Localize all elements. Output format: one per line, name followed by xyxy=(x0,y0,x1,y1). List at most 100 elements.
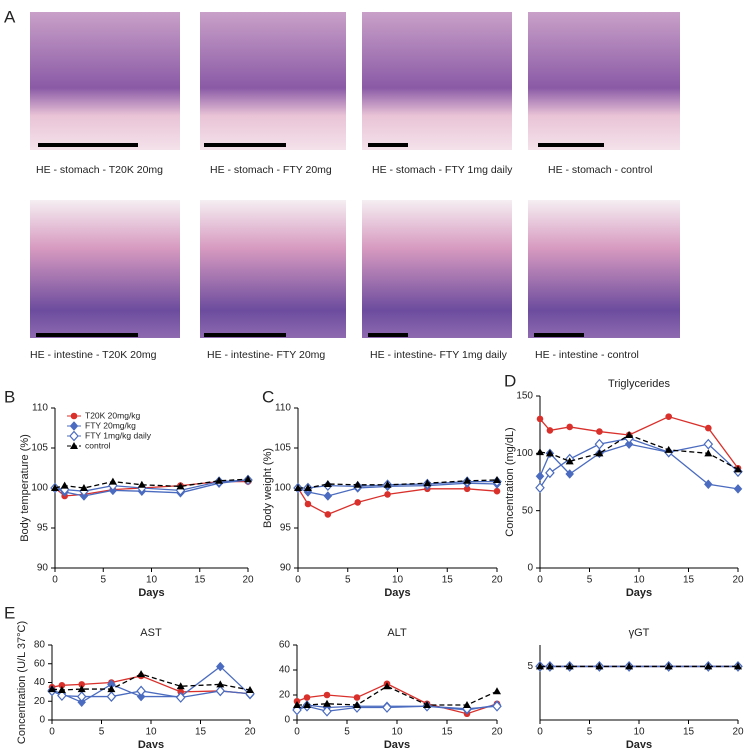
series-line xyxy=(51,673,251,691)
y-tick-label: 50 xyxy=(522,505,534,516)
data-point xyxy=(79,484,88,491)
data-point xyxy=(323,480,332,487)
data-point xyxy=(303,484,312,491)
x-axis-label: Days xyxy=(138,587,164,599)
data-point xyxy=(545,467,555,479)
y-tick-label: 105 xyxy=(274,443,291,454)
series-line xyxy=(539,443,739,490)
histology-image xyxy=(362,12,512,150)
data-point xyxy=(323,699,331,707)
data-point xyxy=(107,685,116,693)
x-tick-label: 15 xyxy=(441,727,453,738)
data-point xyxy=(565,469,575,479)
data-point xyxy=(703,438,714,450)
panel-label: D xyxy=(504,371,516,390)
x-axis-label: Days xyxy=(626,739,652,748)
scale-bar xyxy=(38,143,138,147)
x-tick-label: 10 xyxy=(633,727,645,738)
data-point xyxy=(536,662,544,670)
data-point xyxy=(106,691,117,702)
caption: HE - stomach - T20K 20mg xyxy=(36,164,163,176)
data-point xyxy=(176,682,185,690)
series-line xyxy=(297,685,498,706)
data-point xyxy=(293,701,301,708)
legend-label: FTY 1mg/kg daily xyxy=(85,430,152,440)
scale-bar xyxy=(36,333,138,337)
data-point xyxy=(78,681,85,688)
data-point xyxy=(535,471,545,482)
data-point xyxy=(175,692,186,703)
scale-bar xyxy=(204,333,286,337)
series-line xyxy=(296,683,498,715)
data-point xyxy=(492,700,502,712)
data-point xyxy=(463,485,471,493)
data-point xyxy=(536,448,544,456)
data-point xyxy=(322,705,332,717)
data-point xyxy=(703,479,713,490)
data-point xyxy=(136,691,146,702)
data-point xyxy=(733,484,743,494)
x-tick-label: 15 xyxy=(683,727,695,738)
data-point xyxy=(215,476,224,484)
data-point xyxy=(463,701,471,708)
data-point xyxy=(323,491,333,501)
data-point xyxy=(244,475,252,483)
x-tick-label: 10 xyxy=(392,575,404,586)
data-point xyxy=(665,413,672,420)
y-axis-label: Body temperature (%) xyxy=(19,434,31,542)
scale-bar xyxy=(368,333,408,337)
caption: HE - intestine- FTY 20mg xyxy=(207,349,325,361)
data-point xyxy=(77,697,87,708)
x-tick-label: 15 xyxy=(442,575,454,586)
x-tick-label: 5 xyxy=(100,575,106,586)
caption: HE - stomach - FTY 1mg daily xyxy=(372,164,513,176)
data-point xyxy=(423,701,431,708)
x-tick-label: 5 xyxy=(344,727,350,738)
y-tick-label: 95 xyxy=(37,523,49,534)
x-tick-label: 0 xyxy=(52,575,58,586)
x-tick-label: 20 xyxy=(732,575,744,586)
x-tick-label: 5 xyxy=(345,575,351,586)
data-point xyxy=(77,685,86,693)
data-point xyxy=(57,686,66,693)
x-tick-label: 0 xyxy=(295,575,301,586)
caption: HE - intestine - control xyxy=(535,349,639,361)
y-tick-label: 0 xyxy=(39,715,45,726)
chart-title: Triglycerides xyxy=(608,378,670,390)
histology-image xyxy=(362,200,512,338)
scale-bar xyxy=(368,143,408,147)
data-point xyxy=(596,428,603,435)
histology-image xyxy=(528,200,680,338)
data-point xyxy=(303,694,311,701)
series-line xyxy=(297,487,498,516)
y-tick-label: 40 xyxy=(34,677,46,688)
x-tick-label: 15 xyxy=(194,575,206,586)
y-tick-label: 20 xyxy=(279,690,291,701)
data-point xyxy=(353,701,361,708)
x-tick-label: 0 xyxy=(49,727,55,738)
chart-title: γGT xyxy=(629,627,650,639)
data-point xyxy=(176,482,185,490)
histology-image xyxy=(200,200,346,338)
x-tick-label: 20 xyxy=(242,575,254,586)
y-tick-label: 60 xyxy=(279,640,291,651)
data-point xyxy=(382,702,392,713)
scale-bar xyxy=(538,143,604,147)
y-tick-label: 5 xyxy=(527,661,533,672)
legend-label: control xyxy=(85,440,111,450)
data-point xyxy=(353,694,361,701)
y-tick-label: 100 xyxy=(274,483,291,494)
y-tick-label: 105 xyxy=(31,443,48,454)
panel-label: C xyxy=(262,387,274,406)
y-tick-label: 95 xyxy=(280,523,292,534)
x-tick-label: 0 xyxy=(537,727,543,738)
data-point xyxy=(354,499,362,506)
y-axis-label: Concentration (mg/dL) xyxy=(504,427,516,536)
data-point xyxy=(383,480,392,488)
y-tick-label: 20 xyxy=(34,696,46,707)
data-point xyxy=(383,682,391,690)
data-point xyxy=(304,500,312,508)
data-point xyxy=(595,449,604,457)
data-point xyxy=(704,449,713,457)
